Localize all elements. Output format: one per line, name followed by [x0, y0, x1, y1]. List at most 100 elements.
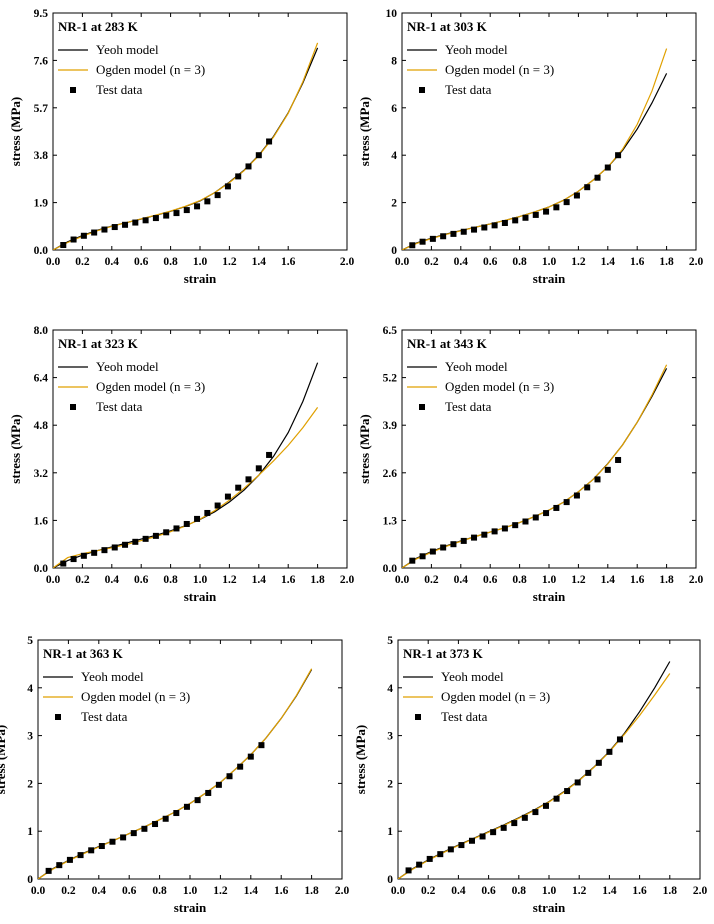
test-data-point — [70, 236, 77, 243]
x-axis-title: strain — [533, 271, 566, 286]
test-data-point — [226, 773, 233, 780]
test-data-point — [532, 514, 539, 521]
test-data-point — [553, 504, 560, 511]
test-data-point — [152, 215, 159, 222]
legend-label: Yeoh model — [445, 42, 508, 57]
test-data-point — [543, 208, 550, 215]
test-data-point — [553, 795, 560, 802]
panel-title: NR-1 at 373 K — [403, 646, 484, 661]
y-tick-label: 3.8 — [34, 150, 49, 162]
y-axis-title: stress (MPa) — [357, 97, 372, 166]
test-data-point — [532, 211, 539, 218]
x-tick-label: 0.4 — [454, 574, 469, 586]
x-tick-label: 0.8 — [163, 574, 178, 586]
x-tick-label: 1.2 — [213, 885, 228, 897]
test-data-point — [122, 541, 129, 548]
test-data-point — [173, 210, 180, 217]
test-data-point — [447, 846, 454, 853]
x-tick-label: 0.4 — [451, 885, 466, 897]
test-data-point — [183, 207, 190, 214]
chart-panel-5: 0.0 0.2 0.4 0.6 0.8 1.0 1.2 1.4 1.6 1.8 2.0 0 1 2 3 4 5 s… — [0, 635, 349, 915]
test-data-point — [481, 531, 488, 538]
y-tick-label: 10 — [386, 8, 398, 20]
test-data-point — [173, 525, 180, 532]
x-tick-label: 0.0 — [46, 574, 61, 586]
ogden-model-line — [53, 407, 319, 568]
test-data-point — [77, 852, 84, 859]
chart-panel-3: 0.0 0.2 0.4 0.6 0.8 1.0 1.2 1.4 1.6 1.8 2.0 0.0 1.6 3… — [8, 325, 354, 604]
test-data-point — [512, 217, 519, 224]
x-tick-label: 1.4 — [252, 256, 267, 268]
legend-test-swatch — [55, 714, 61, 720]
test-data-point — [266, 138, 273, 145]
test-data-point — [501, 219, 508, 226]
test-data-point — [511, 820, 518, 827]
test-data-point — [255, 152, 262, 159]
y-tick-label: 0.0 — [383, 563, 398, 575]
test-data-point — [481, 224, 488, 231]
test-data-point — [194, 797, 201, 804]
test-data-point — [214, 192, 221, 199]
y-tick-label: 3 — [27, 731, 33, 743]
test-data-point — [479, 833, 486, 840]
test-data-point — [419, 238, 426, 245]
x-tick-label: 1.8 — [659, 574, 674, 586]
test-data-point — [616, 736, 623, 743]
legend-label: Ogden model (n = 3) — [81, 689, 190, 704]
test-data-point — [88, 847, 95, 854]
test-data-point — [512, 522, 519, 529]
x-tick-label: 0.8 — [152, 885, 167, 897]
test-data-point — [122, 221, 129, 228]
test-data-point — [247, 753, 254, 760]
y-axis-title: stress (MPa) — [0, 725, 8, 794]
y-axis-title: stress (MPa) — [8, 97, 23, 166]
x-tick-label: 0.6 — [483, 256, 498, 268]
y-tick-label: 2 — [387, 778, 393, 790]
test-data-point — [458, 842, 465, 849]
legend-label: Test data — [81, 709, 128, 724]
legend: Yeoh model Ogden model (n = 3) Test data — [43, 669, 190, 724]
x-tick-label: 1.0 — [183, 885, 198, 897]
test-data-point — [80, 552, 87, 559]
y-tick-label: 4.8 — [34, 420, 49, 432]
test-data-point — [468, 837, 475, 844]
x-tick-label: 0.8 — [512, 885, 527, 897]
test-data-point — [183, 803, 190, 810]
test-data-point — [564, 788, 571, 795]
test-data-point — [237, 763, 244, 770]
test-data-point — [409, 557, 416, 564]
y-tick-label: 5 — [27, 635, 33, 647]
x-tick-label: 1.2 — [222, 574, 237, 586]
test-data-point — [235, 484, 242, 491]
test-data-point — [532, 809, 539, 816]
test-data-point — [543, 510, 550, 517]
test-data-point — [152, 532, 159, 539]
test-data-point — [111, 544, 118, 551]
test-data-point — [584, 184, 591, 191]
test-data-point — [522, 214, 529, 221]
test-data-point — [460, 228, 467, 235]
test-data-point — [163, 529, 170, 536]
y-tick-label: 3 — [387, 731, 393, 743]
x-tick-label: 0.4 — [92, 885, 107, 897]
test-data-point — [224, 183, 231, 190]
x-tick-label: 0.6 — [122, 885, 137, 897]
x-tick-label: 1.0 — [542, 256, 557, 268]
y-tick-label: 0.0 — [34, 563, 49, 575]
test-data-point — [594, 174, 601, 181]
test-data-point — [205, 789, 212, 796]
x-tick-label: 0.2 — [424, 256, 439, 268]
x-tick-label: 1.6 — [274, 885, 289, 897]
x-tick-label: 0.0 — [395, 574, 410, 586]
ogden-model-line — [402, 48, 668, 250]
test-data-point — [563, 199, 570, 206]
y-tick-label: 4 — [391, 150, 397, 162]
y-tick-label: 4 — [27, 683, 33, 695]
chart-panel-2: 0.0 0.2 0.4 0.6 0.8 1.0 1.2 1.4 1.6 1.8 2.0 0 2 4 6 8 10… — [357, 8, 703, 286]
test-data-point — [194, 515, 201, 522]
legend-label: Yeoh model — [441, 669, 504, 684]
panel-title: NR-1 at 303 K — [407, 19, 488, 34]
y-tick-label: 1.6 — [34, 515, 49, 527]
test-data-point — [450, 230, 457, 237]
legend: Yeoh model Ogden model (n = 3) Test data — [58, 42, 205, 97]
